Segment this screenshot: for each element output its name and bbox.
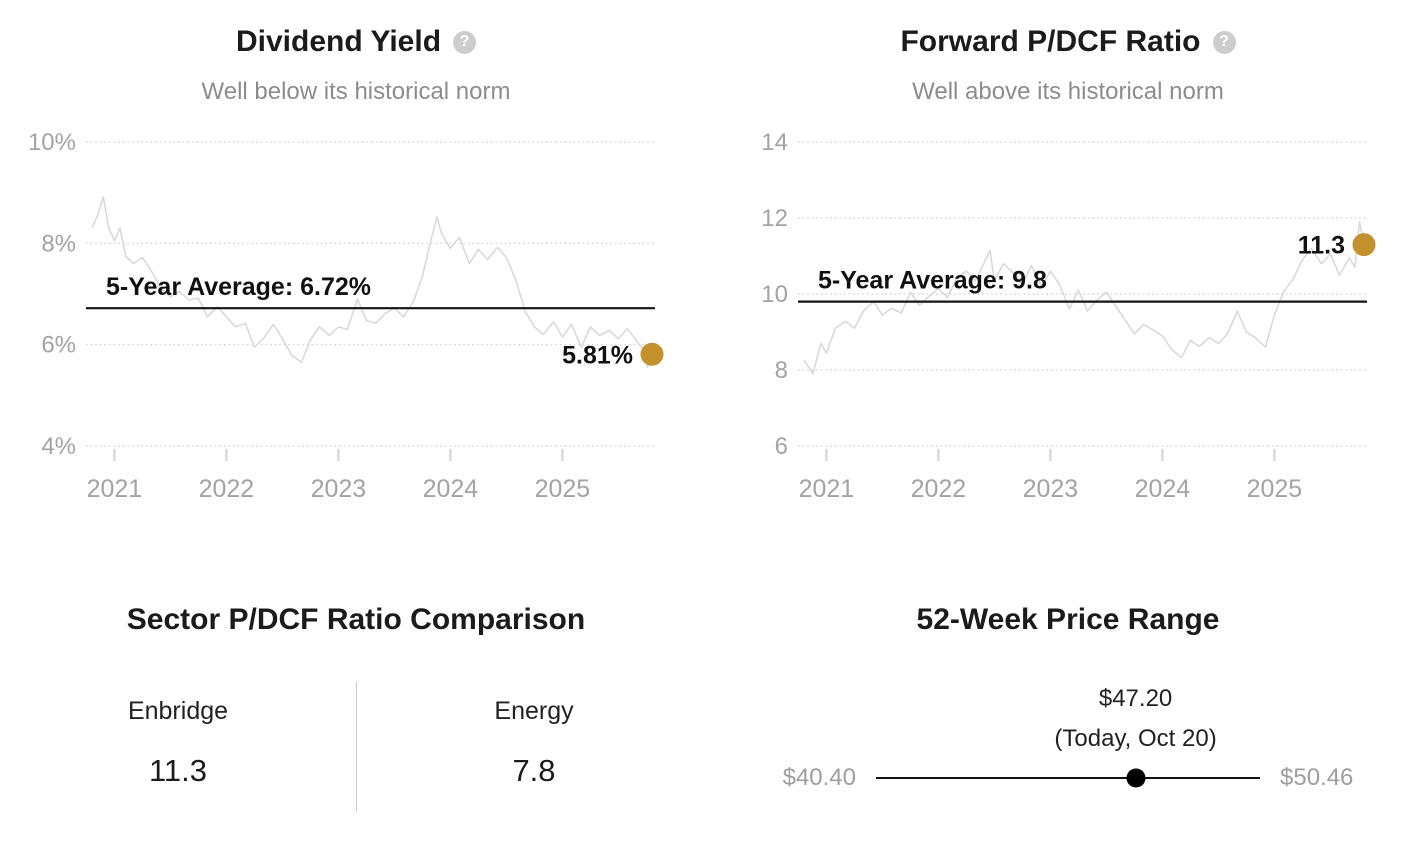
forward-pdcf-header: Forward P/DCF Ratio ? (712, 24, 1424, 60)
comparison-cell-enbridge: Enbridge 11.3 (0, 696, 356, 789)
help-icon[interactable]: ? (453, 30, 477, 54)
current-date-label: (Today, Oct 20) (1054, 725, 1217, 752)
section-title: 52-Week Price Range (916, 603, 1220, 636)
series-line (91, 195, 653, 369)
current-price-label: $47.20 (1098, 685, 1173, 712)
latest-value-label: 5.81% (562, 341, 633, 369)
latest-value-dot (640, 342, 664, 366)
y-axis-label: 8 (775, 357, 788, 384)
comparison-value: 7.8 (512, 753, 556, 788)
comparison-label: Energy (494, 697, 574, 725)
chart-subtitle: Well above its historical norm (912, 78, 1224, 105)
chart-title: Forward P/DCF Ratio (900, 25, 1201, 58)
x-axis-label: 2024 (1135, 475, 1191, 503)
series-line (803, 220, 1365, 375)
y-axis-label: 10% (28, 129, 76, 156)
chart-title: Dividend Yield (235, 25, 442, 58)
x-axis-label: 2022 (199, 475, 255, 503)
forward-p-dcf-ratio-svg: 14 12 10 8 6 2021 2022 2023 2024 2025 5-Year Avera… (761, 129, 1376, 503)
x-axis-label: 2025 (535, 475, 591, 503)
comparison-label: Enbridge (127, 697, 229, 725)
x-axis-label: 2023 (311, 475, 367, 503)
dividend-yield-panel: Dividend Yield ? Well below its historic… (0, 0, 712, 560)
range-low-label: $40.40 (782, 764, 856, 791)
range-high-label: $50.46 (1280, 764, 1354, 791)
comparison-row: Enbridge 11.3 Energy 7.8 (0, 696, 712, 789)
y-axis-label: 6 (775, 433, 788, 460)
x-axis-label: 2021 (799, 475, 855, 503)
y-axis-label: 14 (761, 129, 788, 156)
x-axis-label: 2022 (911, 475, 967, 503)
price-range-panel: 52-Week Price Range $40.40 $47.20 (Today… (712, 560, 1424, 856)
latest-value-label: 11.3 (1298, 231, 1345, 259)
y-axis-label: 8% (41, 230, 76, 257)
current-price-dot (1126, 768, 1146, 788)
y-axis-label: 6% (41, 331, 76, 358)
x-axis-label: 2023 (1023, 475, 1079, 503)
y-axis-label: 4% (41, 433, 76, 460)
price-range-slider: $40.40 $47.20 (Today, Oct 20) $50.46 (712, 685, 1424, 792)
vertical-divider (356, 682, 357, 812)
dividend-yield-header: Dividend Yield ? (0, 24, 712, 60)
y-axis-label: 10 (761, 281, 788, 308)
x-axis-label: 2021 (87, 475, 143, 503)
chart-subtitle: Well below its historical norm (201, 78, 511, 105)
section-title: Sector P/DCF Ratio Comparison (126, 603, 586, 636)
dividend-yield-chart: 10% 8% 6% 4% 2021 2022 2023 2024 2025 5-Year Aver… (0, 117, 712, 522)
comparison-value: 11.3 (148, 753, 208, 788)
dividend-yield-svg: 10% 8% 6% 4% 2021 2022 2023 2024 2025 5-Year Aver… (28, 129, 664, 503)
average-label: 5-Year Average: 6.72% (106, 273, 371, 301)
help-icon[interactable]: ? (1212, 30, 1236, 54)
x-axis-label: 2024 (423, 475, 479, 503)
x-axis-label: 2025 (1247, 475, 1303, 503)
latest-value-dot (1352, 232, 1376, 256)
average-label: 5-Year Average: 9.8 (818, 266, 1047, 294)
range-track: $47.20 (Today, Oct 20) (876, 685, 1260, 788)
comparison-cell-energy: Energy 7.8 (356, 696, 712, 789)
sector-comparison-panel: Sector P/DCF Ratio Comparison Enbridge 1… (0, 560, 712, 856)
y-axis-label: 12 (761, 205, 788, 232)
forward-pdcf-chart: 14 12 10 8 6 2021 2022 2023 2024 2025 5-Year Avera… (712, 117, 1424, 522)
forward-pdcf-panel: Forward P/DCF Ratio ? Well above its his… (712, 0, 1424, 560)
